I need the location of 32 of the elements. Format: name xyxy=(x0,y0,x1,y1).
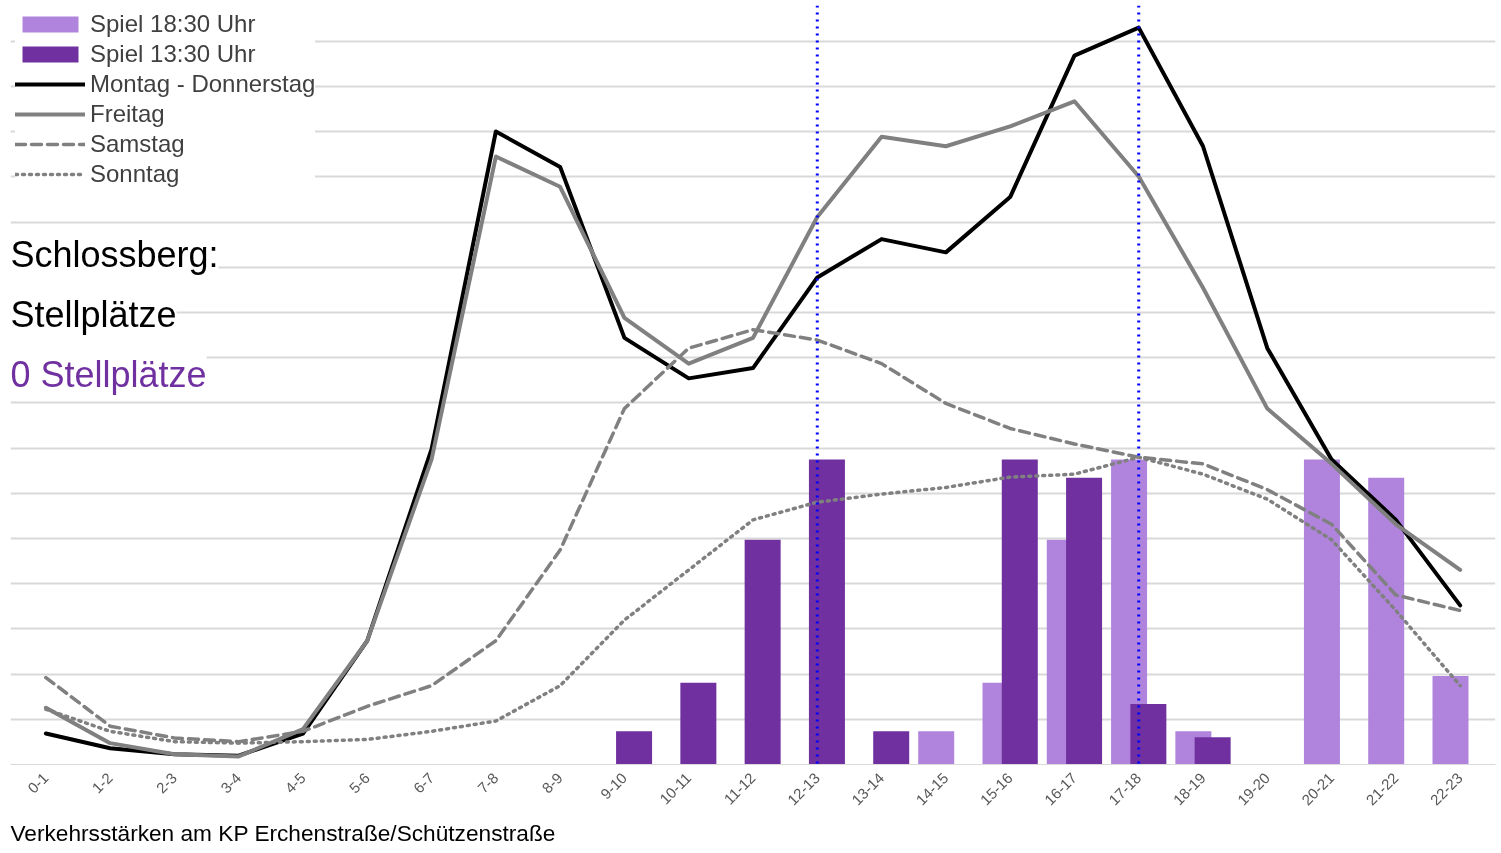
bar xyxy=(1066,477,1103,765)
annotation: Schlossberg: xyxy=(10,233,219,275)
bar xyxy=(1130,704,1167,765)
legend-label: Montag - Donnerstag xyxy=(90,70,316,98)
bar xyxy=(1432,676,1469,765)
bar xyxy=(1303,459,1340,765)
bar xyxy=(680,682,717,765)
x-tick-label: 2-3 xyxy=(152,769,181,797)
legend-label: Freitag xyxy=(90,100,165,128)
bar xyxy=(1001,459,1038,765)
bar xyxy=(744,539,781,765)
legend-label: Spiel 18:30 Uhr xyxy=(90,10,256,38)
legend-label: Samstag xyxy=(90,130,185,158)
bar xyxy=(1368,477,1405,765)
x-tick-label: 6-7 xyxy=(409,769,438,797)
annotation: Stellplätze xyxy=(10,293,177,335)
x-tick-label: 0-1 xyxy=(24,769,52,797)
text: Verkehrsstärken am KP Erchenstraße/Schützenstraße xyxy=(10,819,556,846)
legend-label: Sonntag xyxy=(90,160,180,188)
bar xyxy=(1194,737,1231,765)
x-tick-label: 8-9 xyxy=(538,769,566,797)
bar xyxy=(873,731,910,765)
annotation: 0 Stellplätze xyxy=(10,353,207,395)
x-tick-label: 7-8 xyxy=(474,769,502,797)
bar xyxy=(918,731,955,765)
bar xyxy=(616,731,653,765)
x-tick-label: 3-4 xyxy=(217,769,245,797)
legend-label: Spiel 13:30 Uhr xyxy=(90,40,256,68)
bar xyxy=(808,459,845,765)
x-tick-label: 4-5 xyxy=(281,769,309,797)
x-tick-label: 5-6 xyxy=(345,769,373,797)
x-tick-label: 1-2 xyxy=(88,769,116,797)
